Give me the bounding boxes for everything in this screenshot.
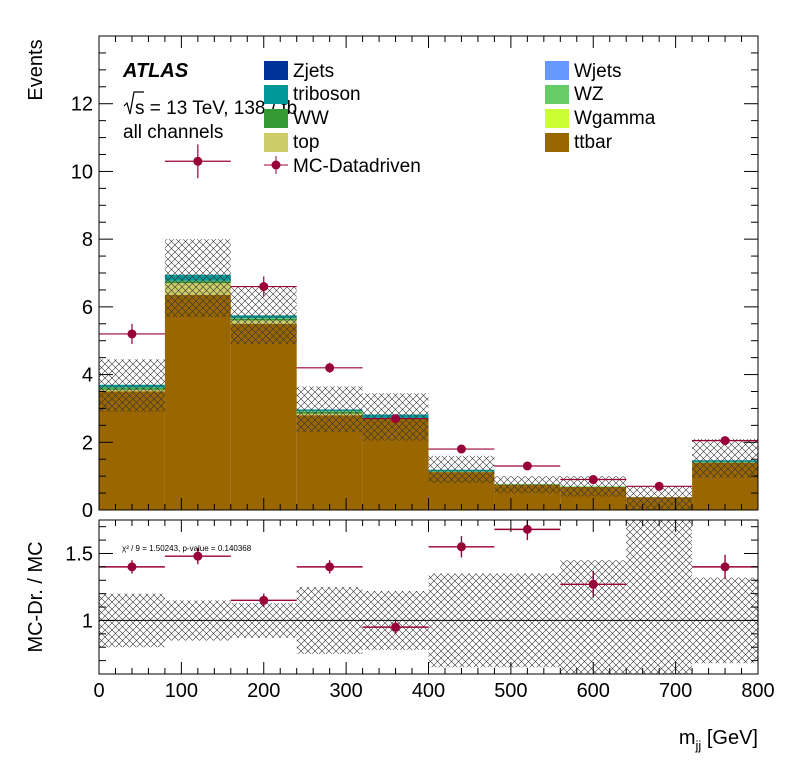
x-tick-label: 700: [659, 680, 692, 702]
ratio-points: [99, 520, 758, 634]
legend-swatch: [545, 61, 569, 80]
legend-swatch: [264, 109, 288, 128]
data-point-6: [522, 461, 532, 471]
legend-swatch: [264, 85, 288, 104]
y-tick-label: 8: [82, 229, 93, 251]
uncertainty-bin-3: [296, 386, 363, 433]
x-axis-label-sub: jj: [695, 738, 702, 753]
x-axis-label: mjj [GeV]: [679, 727, 758, 753]
x-tick-label: 300: [329, 680, 362, 702]
top-y-axis: 0 2 4 6 8 10 12: [71, 52, 758, 522]
y-tick-label: 6: [82, 297, 93, 319]
legend-label: WW: [293, 108, 329, 129]
x-tick-label: 800: [741, 680, 774, 702]
legend-swatch: [264, 61, 288, 80]
y-tick-label: 0: [82, 500, 93, 522]
legend-label: Zjets: [293, 61, 334, 82]
legend-label: WZ: [574, 84, 604, 105]
legend-item-wz: WZ: [545, 84, 604, 105]
data-point-0: [127, 329, 137, 339]
ratio-uncertainty-bin-8: [626, 520, 693, 674]
uncertainty-bin-9: [692, 438, 758, 478]
y-tick-label: 12: [71, 94, 93, 116]
chi2-annotation: χ² / 9 = 1.50243, p-value = 0.140368: [122, 544, 252, 553]
legend-label: top: [293, 132, 319, 153]
ratio-y-axis-label: MC-Dr. / MC: [25, 541, 47, 652]
legend-swatch: [545, 133, 569, 152]
x-tick-label: 500: [494, 680, 527, 702]
y-tick-label: 2: [82, 432, 93, 454]
data-point-2: [259, 282, 269, 292]
legend-label: triboson: [293, 84, 361, 105]
ratio-y-tick-label: 1: [82, 610, 93, 632]
bar-ttbar-1: [164, 295, 231, 510]
bar-ttbar-2: [230, 323, 297, 510]
top-x-ticks: [98, 36, 759, 510]
channel-label: all channels: [123, 122, 223, 143]
legend-item-wgamma: Wgamma: [545, 108, 656, 129]
x-axis: 0 100 200 300 400 500 600 700 800: [93, 520, 775, 702]
uncertainty-bin-1: [164, 239, 231, 318]
x-tick-label: 200: [247, 680, 280, 702]
ratio-point-4: [391, 622, 401, 632]
legend-swatch: [545, 85, 569, 104]
y-tick-label: 10: [71, 161, 93, 183]
data-points: [99, 144, 758, 491]
ratio-point-7: [588, 579, 598, 589]
data-point-4: [391, 414, 401, 424]
top-panel: 0 2 4 6 8 10 12 Events ATLAS s = 13 TeV, 138 /…: [25, 35, 759, 522]
uncertainty-bin-7: [560, 476, 627, 497]
energy-text: s = 13 TeV, 138 / fb: [135, 98, 297, 119]
legend-item-mc-datadriven: MC-Datadriven: [264, 156, 421, 177]
legend-item-ttbar: ttbar: [545, 132, 613, 153]
legend-label: Wgamma: [574, 108, 656, 129]
ratio-point-2: [259, 595, 269, 605]
ratio-point-9: [720, 562, 730, 572]
legend-item-triboson: triboson: [264, 84, 361, 105]
uncertainty-bin-5: [428, 455, 495, 483]
data-point-5: [456, 444, 466, 454]
data-point-3: [325, 363, 335, 373]
ratio-point-5: [456, 542, 466, 552]
legend-label: ttbar: [574, 132, 613, 153]
x-tick-label: 100: [165, 680, 198, 702]
uncertainty-bin-0: [99, 359, 165, 412]
ratio-point-6: [522, 524, 532, 534]
legend-label: MC-Datadriven: [293, 156, 421, 177]
mc-uncertainty-band: [99, 239, 758, 510]
legend-item-zjets: Zjets: [264, 61, 334, 82]
ratio-point-0: [127, 562, 137, 572]
legend-marker: [271, 160, 281, 170]
x-tick-label: 600: [577, 680, 610, 702]
x-axis-label-main: m: [679, 727, 696, 749]
uncertainty-bin-6: [494, 476, 561, 494]
ratio-y-tick-label: 1.5: [65, 543, 93, 565]
atlas-label: ATLAS: [122, 60, 189, 82]
x-tick-label: 400: [412, 680, 445, 702]
ratio-y-axis: 11.5: [65, 526, 758, 662]
data-point-8: [654, 481, 664, 491]
legend-item-ww: WW: [264, 108, 329, 129]
x-tick-label: 0: [93, 680, 104, 702]
ratio-panel: 11.5 0 100 200 300 400 500 600 700 800 χ² / 9 = …: [25, 519, 775, 753]
legend-item-wjets: Wjets: [545, 61, 622, 82]
legend-swatch: [264, 133, 288, 152]
legend-label: Wjets: [574, 61, 622, 82]
ratio-point-3: [325, 562, 335, 572]
ratio-point-1: [193, 551, 203, 561]
x-axis-label-unit: [GeV]: [701, 727, 758, 749]
data-point-7: [588, 475, 598, 485]
energy-label: s = 13 TeV, 138 / fb: [123, 91, 297, 119]
sqrt-symbol: [123, 91, 144, 115]
legend: Zjets triboson WW top MC-Datadriven: [264, 61, 656, 177]
legend-item-top: top: [264, 132, 319, 153]
top-y-axis-label: Events: [25, 39, 47, 100]
y-tick-label: 4: [82, 365, 93, 387]
data-point-9: [720, 436, 730, 446]
data-point-1: [193, 156, 203, 166]
legend-swatch: [545, 109, 569, 128]
